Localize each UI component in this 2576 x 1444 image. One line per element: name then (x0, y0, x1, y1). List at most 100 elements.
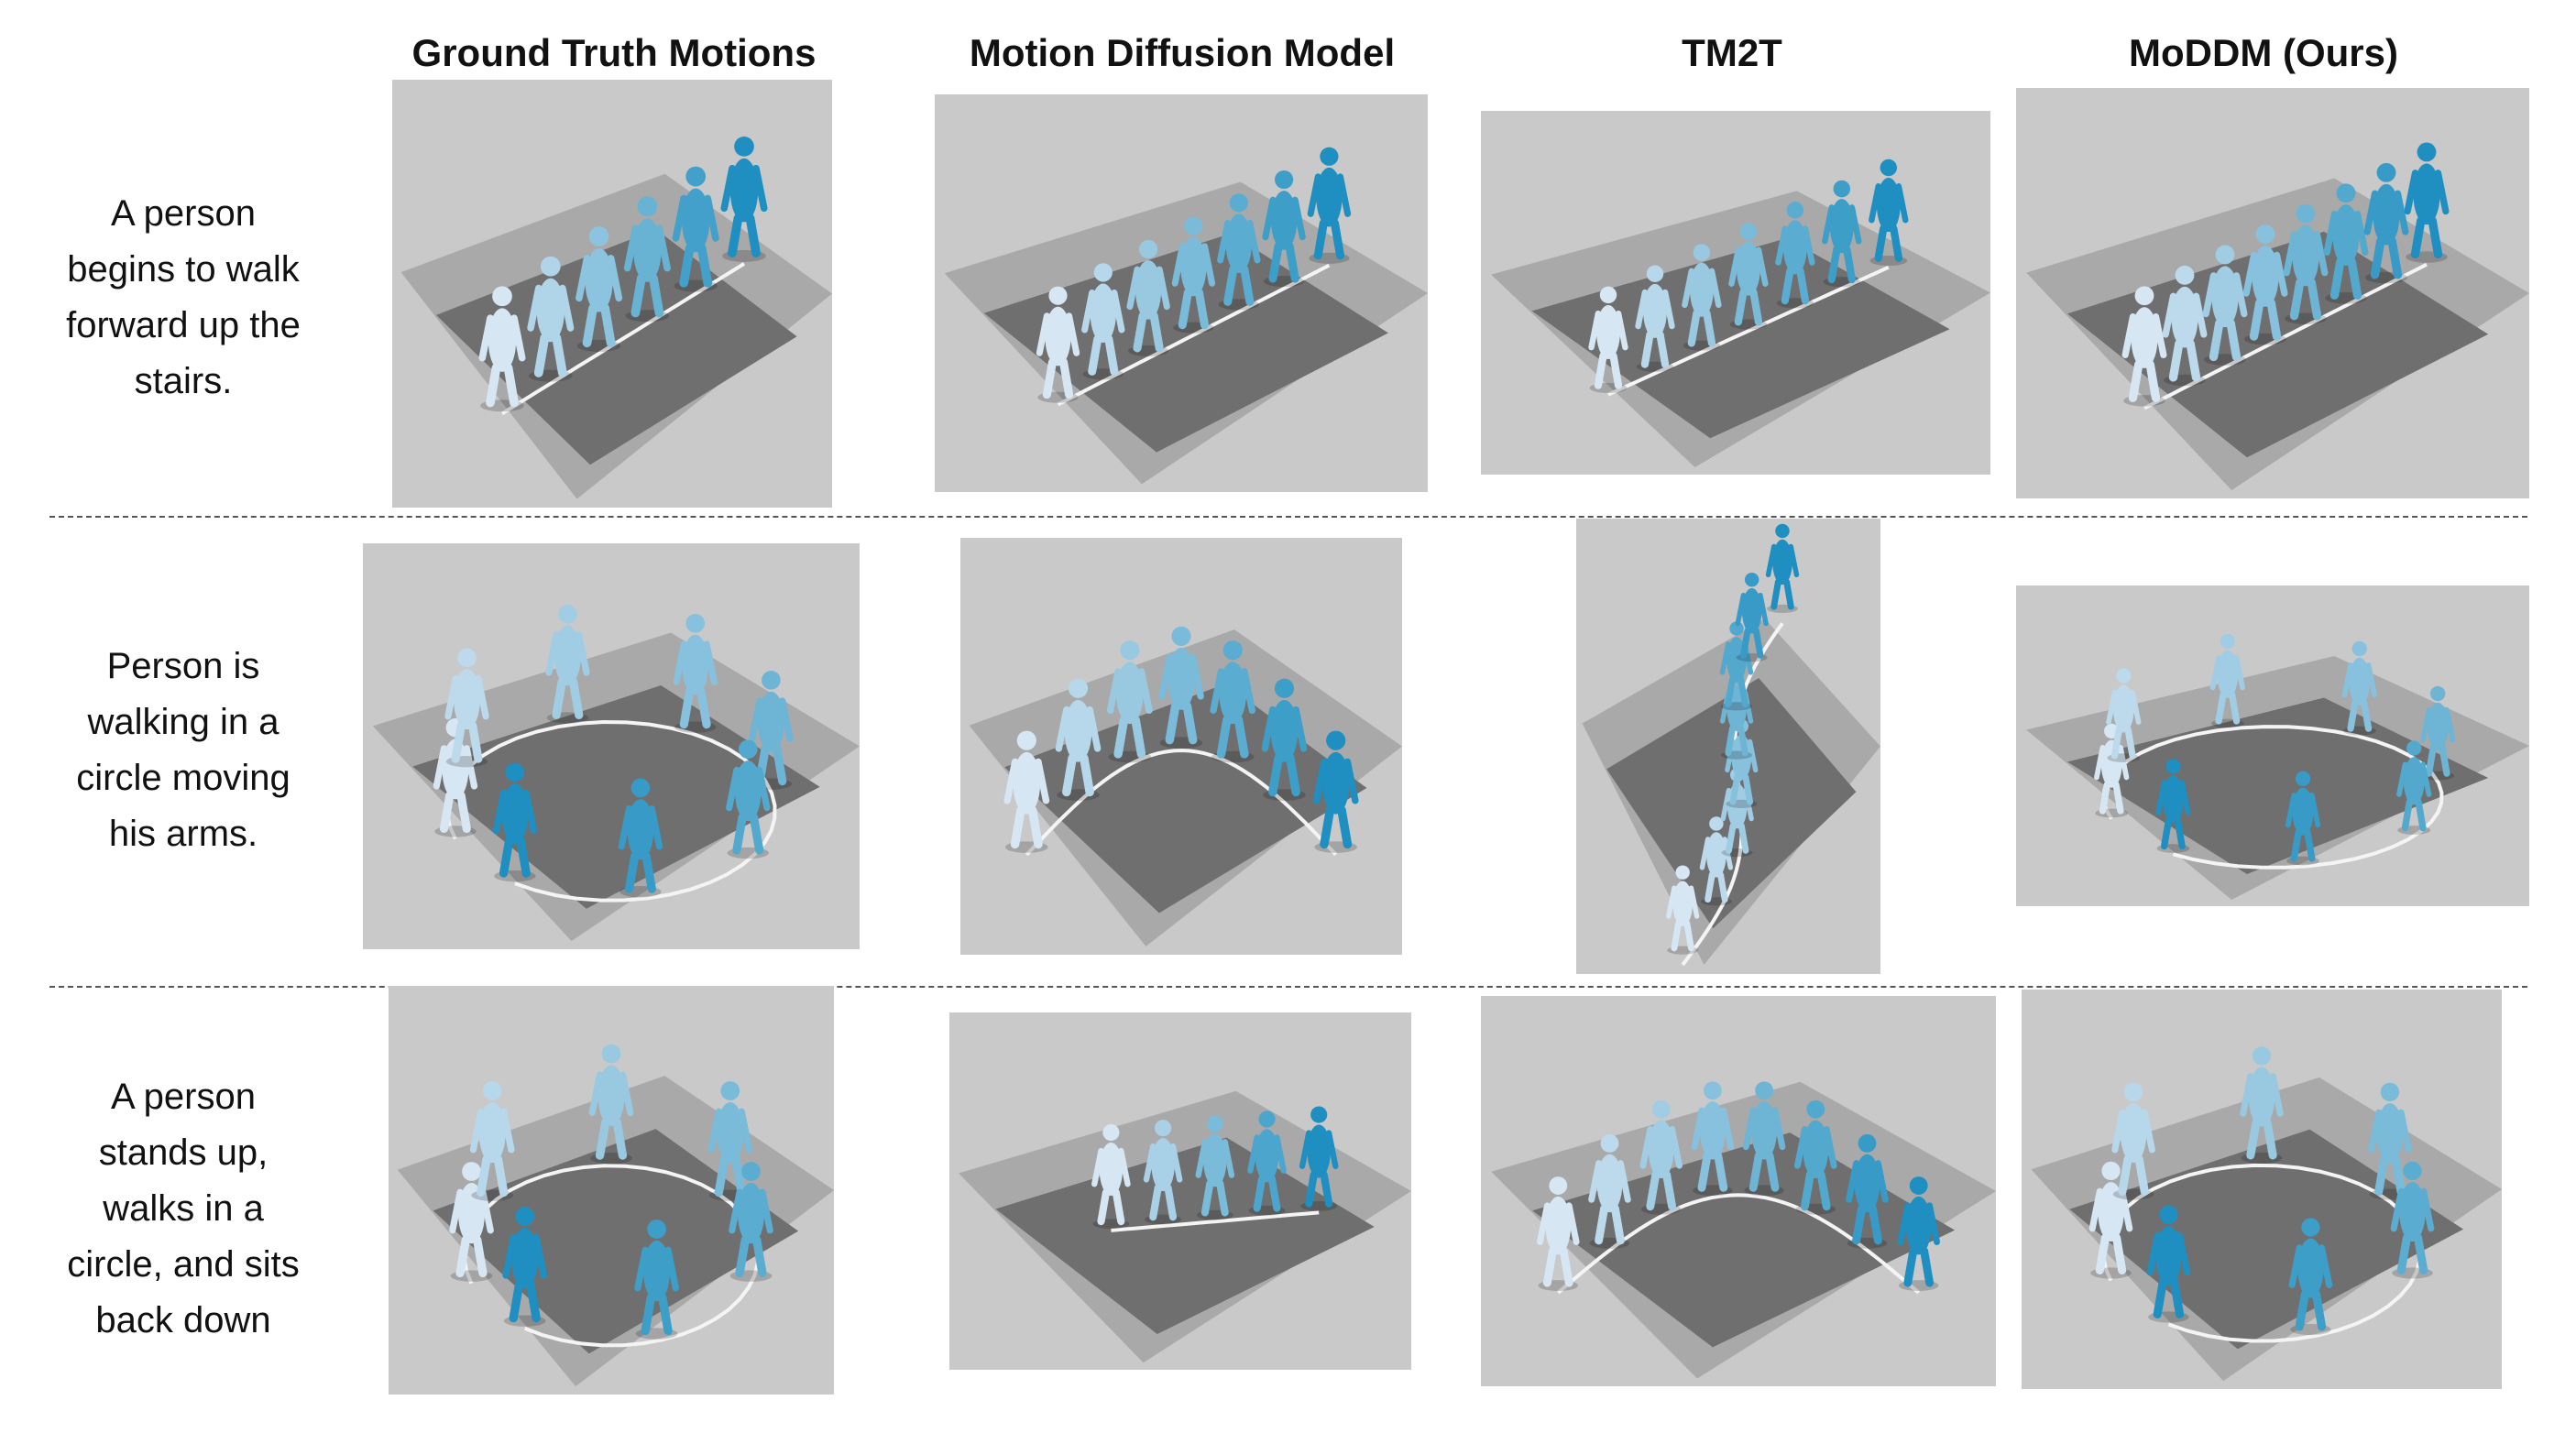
human-figure (1846, 1133, 1889, 1249)
human-figure (2396, 740, 2432, 835)
panel-row3-ground-truth (389, 986, 834, 1395)
human-figure (492, 762, 538, 882)
row-caption-stairs: A person begins to walk forward up the s… (66, 193, 301, 401)
human-figure (1126, 239, 1170, 357)
human-figure (478, 286, 526, 412)
human-figure (1143, 1120, 1183, 1225)
column-header-moddm: MoDDM (Ours) (2129, 31, 2398, 74)
human-figure (2242, 224, 2288, 345)
render-scene (2022, 990, 2502, 1389)
human-figure (726, 739, 771, 859)
panel-row3-motion-diffusion-model (949, 1012, 1411, 1370)
trajectory-line (2101, 725, 2444, 870)
trajectory-line (1111, 1210, 1320, 1232)
row-caption-circle-arms: Person is walking in a circle moving his… (76, 646, 290, 854)
human-figure (1055, 678, 1102, 801)
human-figure (1158, 626, 1204, 749)
human-figure (2162, 265, 2208, 387)
human-figure (1699, 816, 1734, 906)
trajectory-line (462, 1164, 761, 1348)
human-figure (2285, 771, 2321, 866)
human-figure (1588, 286, 1628, 393)
human-figure (1261, 678, 1308, 801)
row-divider-2 (49, 986, 2527, 988)
human-figure (720, 137, 768, 262)
panel-row1-tm2t (1481, 111, 1990, 475)
human-figure (1171, 216, 1216, 334)
human-figure (2288, 1218, 2333, 1336)
trajectory-line (1556, 1193, 1921, 1295)
human-figure (1794, 1099, 1837, 1215)
human-figure (2094, 723, 2130, 818)
human-figure (1262, 170, 1306, 288)
row-divider-1 (49, 516, 2527, 518)
human-figure (444, 648, 489, 768)
human-figure (2283, 203, 2329, 325)
human-figure (2363, 162, 2409, 284)
human-figure (1312, 730, 1359, 853)
human-figure (1003, 730, 1050, 853)
column-header-ground-truth: Ground Truth Motions (411, 31, 817, 74)
human-figure (1735, 572, 1769, 662)
human-figure (1765, 523, 1800, 614)
human-figure (1775, 202, 1815, 309)
human-figure (1635, 265, 1675, 372)
human-figure (1247, 1110, 1287, 1216)
human-figure (729, 1162, 773, 1282)
floor-inner (995, 1137, 1375, 1334)
human-figure (1666, 865, 1700, 955)
trajectory-line (500, 262, 746, 415)
human-figure (1691, 1081, 1735, 1197)
human-figure (1081, 263, 1125, 380)
human-figure (1742, 1081, 1786, 1197)
panel-row2-motion-diffusion-model (960, 538, 1402, 955)
human-figure (1728, 223, 1769, 330)
human-figure (502, 1207, 548, 1327)
panel-row3-moddm (2022, 990, 2502, 1389)
human-figure (2088, 1161, 2133, 1279)
render-scene (1481, 996, 1996, 1386)
render-scene (1481, 111, 1990, 475)
human-figure (1299, 1106, 1339, 1211)
row-caption-stand-walk-sit: A person stands up, walks in a circle, a… (67, 1077, 300, 1340)
column-header-tm2t: TM2T (1682, 31, 1782, 74)
human-figure (2202, 245, 2248, 366)
panel-row3-tm2t (1481, 996, 1996, 1386)
human-figure (2420, 685, 2456, 781)
panel-row1-moddm (2016, 88, 2529, 498)
human-figure (1537, 1176, 1580, 1291)
render-scene (392, 80, 832, 508)
human-figure (449, 1162, 494, 1282)
human-figure (1106, 640, 1153, 763)
trajectory-line (1607, 265, 1890, 397)
human-figure (1822, 180, 1862, 288)
human-figure (469, 1081, 515, 1201)
trajectory-line (2101, 1163, 2422, 1343)
human-figure (2155, 759, 2191, 853)
human-figure (1210, 640, 1256, 763)
human-figure (2106, 668, 2142, 763)
human-figure (672, 166, 719, 292)
human-figure (2404, 142, 2450, 263)
panel-row2-ground-truth (363, 543, 860, 949)
render-scene (935, 94, 1428, 492)
trajectory-line (1025, 748, 1338, 857)
trajectory-line (2143, 262, 2428, 410)
human-figure (1682, 244, 1722, 351)
human-figure (1588, 1133, 1631, 1249)
render-scene (2016, 88, 2529, 498)
render-scene (363, 543, 860, 949)
trajectory-line (1057, 263, 1331, 407)
human-figure (623, 196, 671, 323)
human-figure (2390, 1161, 2435, 1279)
human-figure (2121, 286, 2167, 407)
render-scene (960, 538, 1402, 955)
human-figure (634, 1220, 679, 1340)
human-figure (1897, 1176, 1940, 1291)
render-scene (2016, 585, 2529, 906)
human-figure (527, 256, 575, 382)
human-figure (2341, 640, 2377, 736)
human-figure (2111, 1082, 2155, 1200)
human-figure (2240, 1046, 2284, 1165)
panel-row1-motion-diffusion-model (935, 94, 1428, 492)
